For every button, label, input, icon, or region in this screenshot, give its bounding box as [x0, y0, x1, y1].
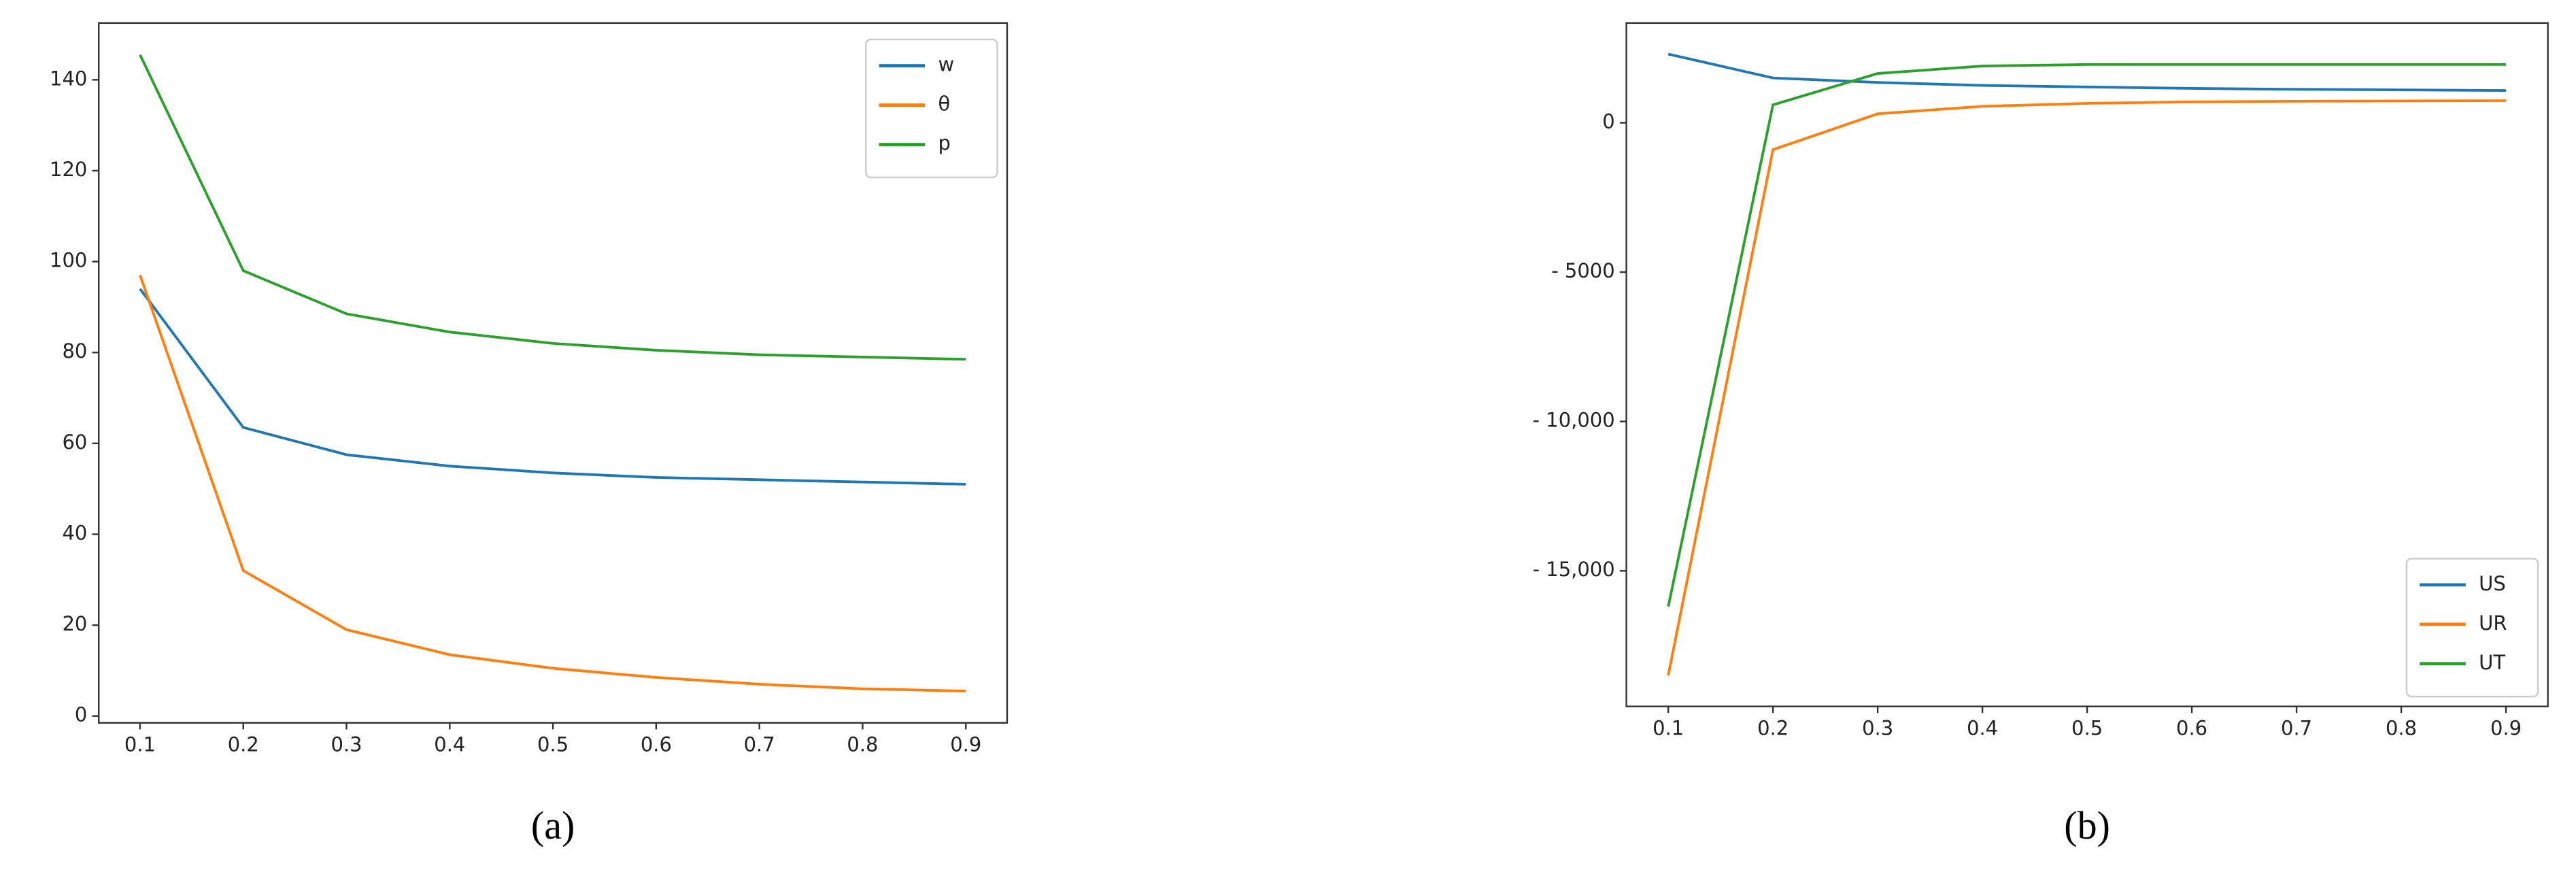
x-tick-label: 0.5 — [2071, 716, 2103, 739]
y-tick-label: 0 — [1602, 110, 1614, 133]
y-tick-label: 140 — [50, 67, 87, 90]
y-tick-label: 40 — [62, 521, 87, 544]
x-tick-label: 0.8 — [2386, 716, 2417, 739]
legend-frame — [2405, 558, 2539, 698]
legend-label: θ — [938, 93, 951, 116]
x-tick-label: 0.3 — [331, 733, 362, 756]
y-tick-label: - 5000 — [1551, 259, 1614, 282]
x-tick-label: 0.3 — [1862, 716, 1893, 739]
series-line — [1667, 99, 2507, 676]
caption: (b) — [2064, 803, 2110, 847]
y-tick-label: 60 — [62, 431, 87, 454]
x-tick-label: 0.6 — [641, 733, 672, 756]
x-tick-label: 0.5 — [537, 733, 569, 756]
series-line — [139, 275, 966, 692]
x-tick-label: 0.4 — [1967, 716, 1998, 739]
x-tick-label: 0.7 — [2281, 716, 2312, 739]
series-line — [1667, 63, 2507, 607]
x-tick-label: 0.4 — [434, 733, 465, 756]
legend-frame — [865, 38, 998, 179]
caption: (a) — [531, 803, 575, 847]
legend-label: US — [2479, 572, 2506, 595]
y-tick-label: 80 — [62, 339, 87, 363]
legend-label: UT — [2479, 651, 2505, 674]
x-tick-label: 0.9 — [950, 733, 981, 756]
x-tick-label: 0.2 — [228, 733, 259, 756]
y-tick-label: 100 — [50, 249, 87, 272]
series-line — [1667, 52, 2507, 92]
x-tick-label: 0.1 — [1653, 716, 1684, 739]
x-tick-label: 0.6 — [2176, 716, 2207, 739]
legend-label: p — [938, 132, 951, 155]
series-line — [139, 288, 966, 486]
x-tick-label: 0.1 — [124, 733, 156, 756]
legend-label: UR — [2479, 611, 2507, 635]
x-tick-label: 0.9 — [2490, 716, 2522, 739]
series-line — [139, 54, 966, 361]
x-tick-label: 0.8 — [847, 733, 878, 756]
legend-label: w — [938, 53, 955, 76]
y-tick-label: 0 — [75, 703, 87, 726]
x-tick-label: 0.2 — [1757, 716, 1789, 739]
y-tick-label: 120 — [50, 158, 87, 181]
y-tick-label: - 10,000 — [1533, 409, 1615, 432]
chart: 0.1 0.2 0.3 0.4 0.5 0.6 0.7 0.8 0.9 0 - 5000 - 10,0… — [1533, 22, 2549, 847]
x-tick-label: 0.7 — [744, 733, 775, 756]
y-tick-label: 20 — [62, 612, 87, 635]
y-tick-label: - 15,000 — [1533, 558, 1615, 581]
chart: 0.1 0.2 0.3 0.4 0.5 0.6 0.7 0.8 0.9 0 20 40 60 80 100 1… — [50, 22, 1009, 847]
